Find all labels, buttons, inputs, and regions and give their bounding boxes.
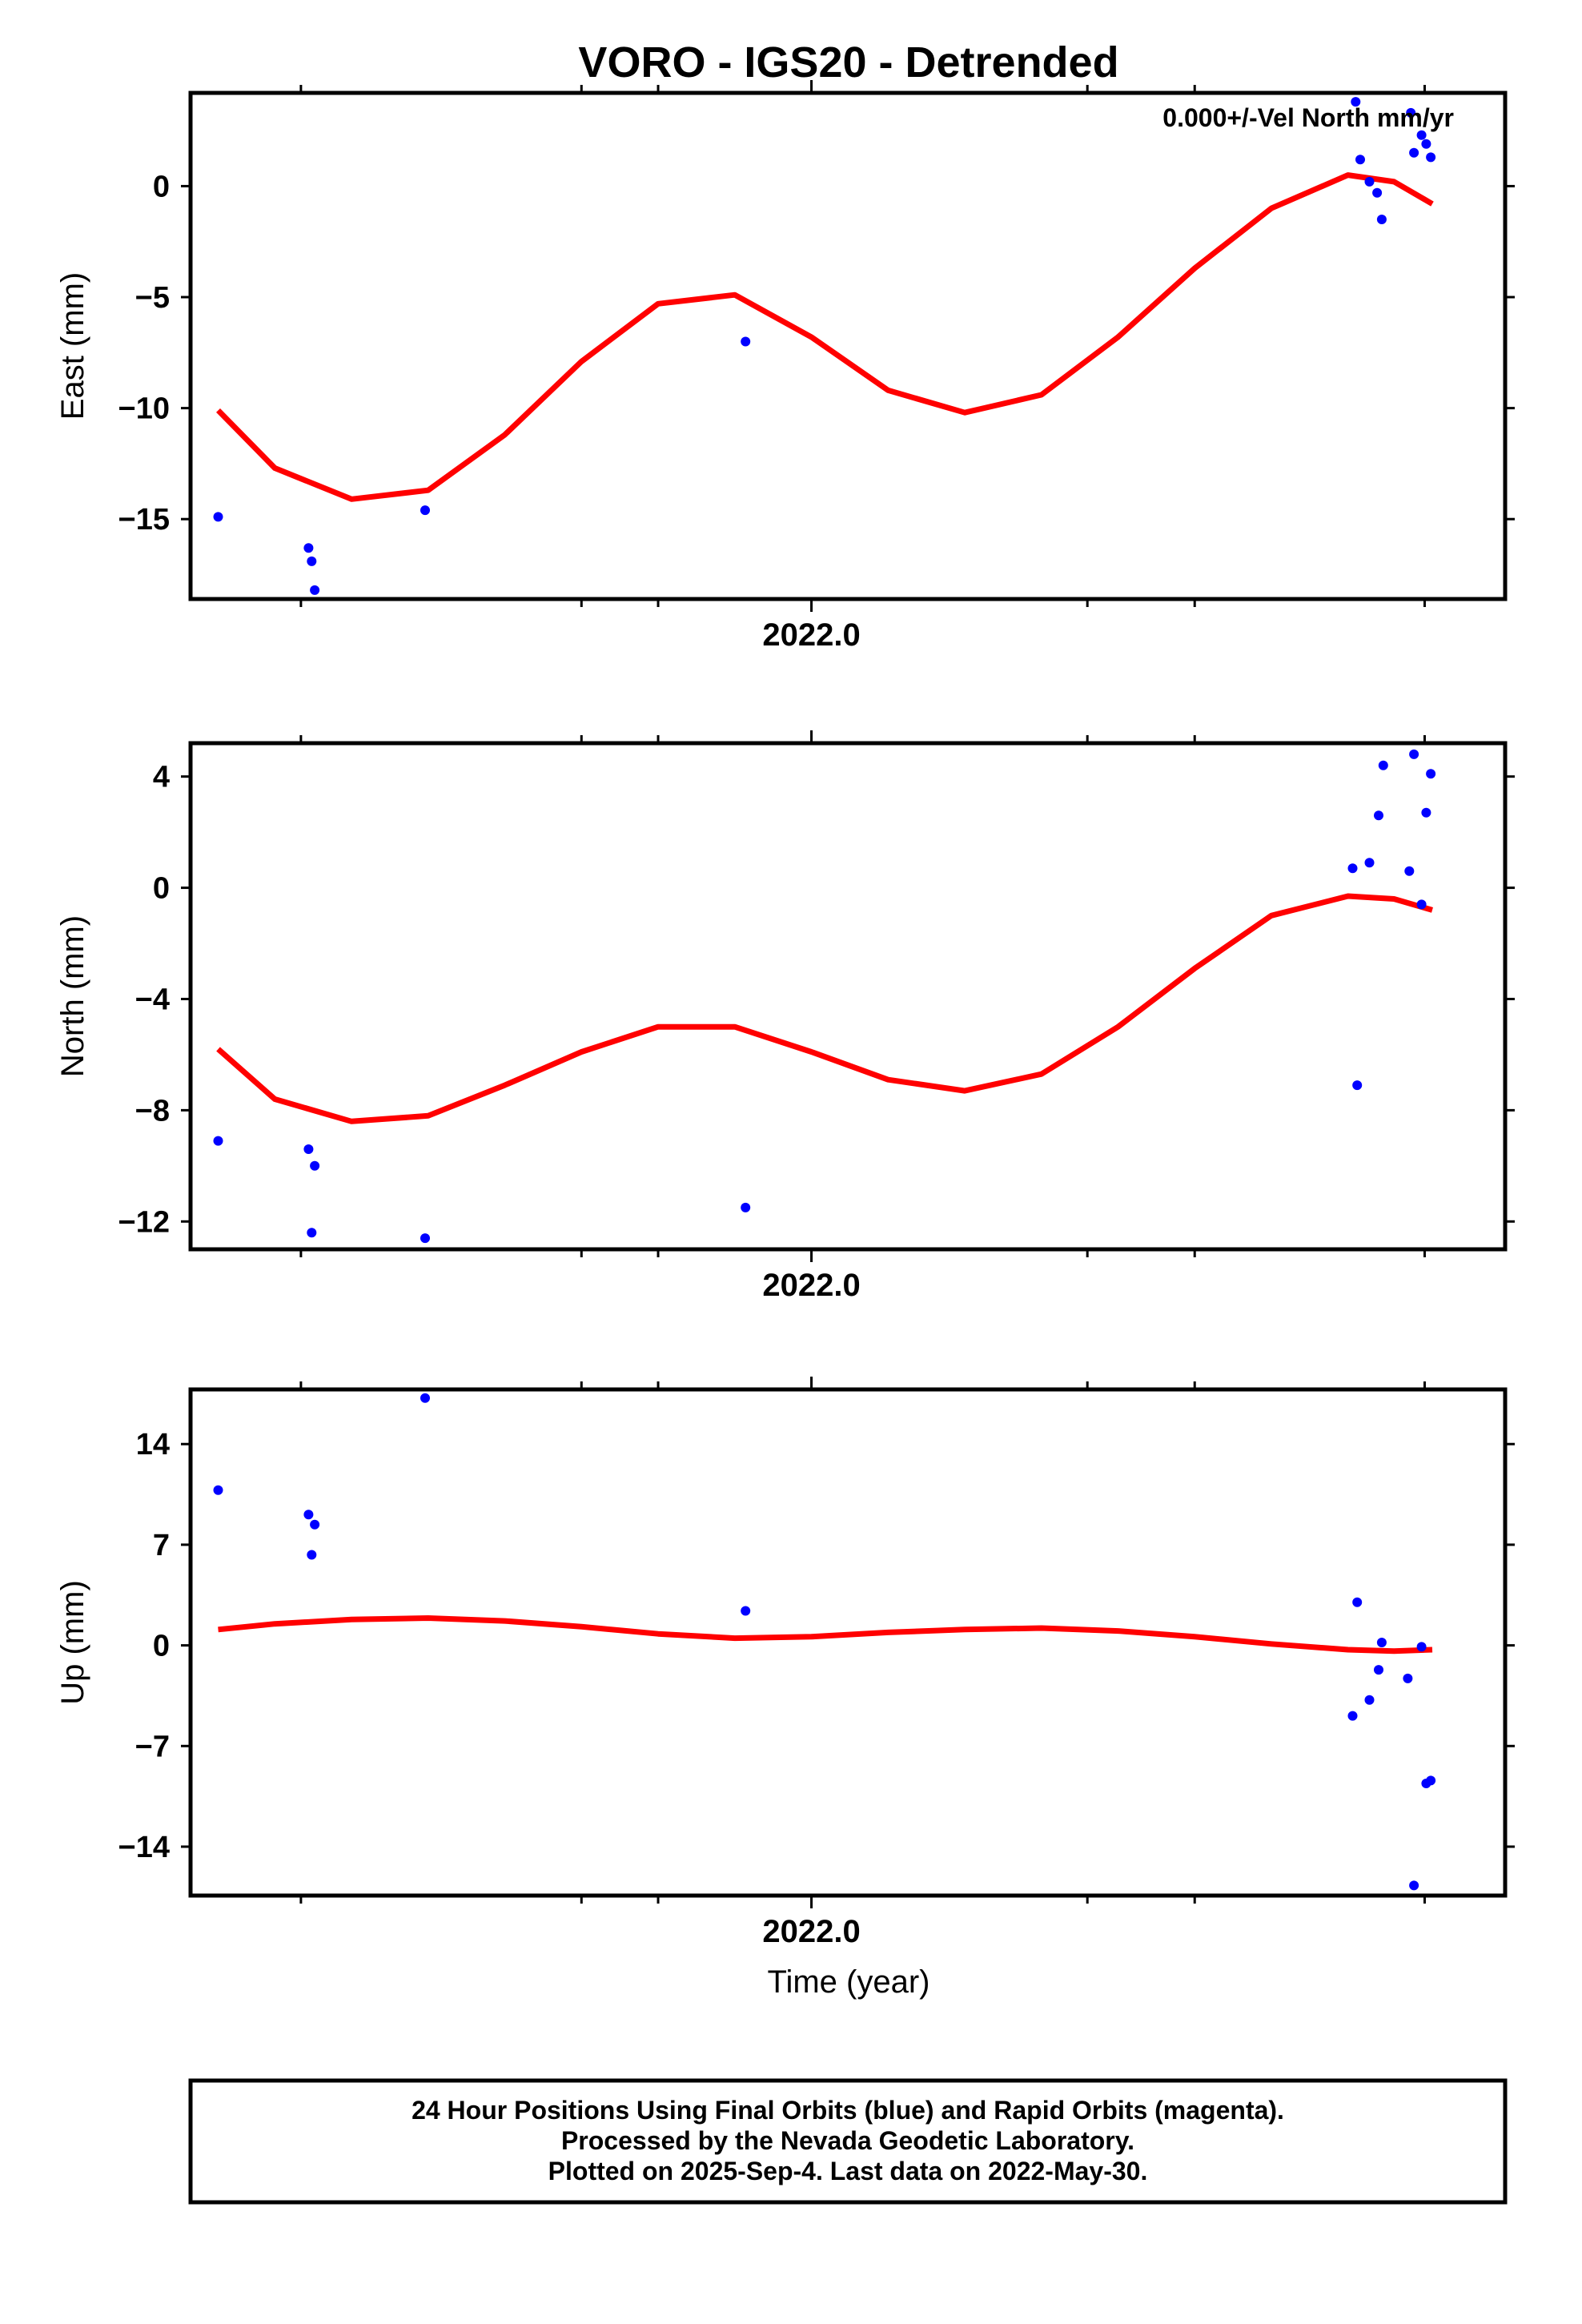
data-point [1416,1642,1427,1652]
data-point [307,1228,317,1238]
y-tick-label: 4 [153,761,170,794]
chart-title: VORO - IGS20 - Detrended [578,38,1118,86]
footer-line-2: Processed by the Nevada Geodetic Laborat… [561,2126,1134,2155]
data-point [1376,215,1387,224]
data-point [1347,1711,1358,1721]
panel-up: 14 7 0 −7 −14 2022.0 Up (mm) [55,1377,1515,1949]
y-tick-label: −8 [135,1094,170,1128]
panels: 0 −5 −10 −15 2022.0 East (mm) 0.000+/-Vel Nort… [55,80,1515,1949]
data-point [1351,97,1361,107]
data-point [303,1510,314,1520]
y-tick-label: 0 [153,872,170,906]
data-point [420,505,430,516]
data-point [1374,810,1383,821]
plot-frame-up [188,1387,1508,1898]
y-tick-label: −5 [135,281,170,315]
fit-curve-north [216,893,1433,1124]
data-point [1409,1880,1419,1891]
data-point [1421,807,1431,818]
data-point [1416,130,1427,140]
y-tick-label: −7 [135,1730,170,1763]
y-tick-label: −14 [118,1831,170,1864]
data-point [213,512,223,522]
y-axis-label: Up (mm) [55,1580,90,1705]
data-point [1352,1080,1363,1091]
data-point [1404,866,1415,876]
data-point [1364,858,1375,868]
data-point [1364,1695,1375,1705]
data-point [1376,1638,1387,1647]
data-point [1409,749,1419,759]
velocity-annotation: 0.000+/-Vel North mm/yr [1162,103,1454,132]
data-point [303,543,314,553]
data-point [1409,147,1419,158]
data-point [1421,139,1431,149]
panel-east: 0 −5 −10 −15 2022.0 East (mm) 0.000+/-Vel Nort… [55,80,1515,653]
x-tick-label: 2022.0 [762,1268,860,1303]
data-point [1426,769,1436,779]
data-point [1372,187,1383,198]
fit-curve-east [216,172,1434,502]
x-axis-label: Time (year) [768,1964,930,2000]
data-point [1364,176,1375,187]
data-point [213,1136,223,1146]
data-point [741,1606,751,1616]
y-tick-label: 14 [136,1428,170,1462]
x-tick-label: 2022.0 [762,617,860,653]
data-point [420,1233,430,1244]
data-point [303,1144,314,1154]
y-tick-label: 7 [153,1529,170,1562]
data-point [1352,1597,1363,1607]
data-point [741,336,751,347]
y-tick-label: −12 [118,1205,170,1239]
data-point [307,1550,317,1560]
data-point [310,1160,320,1171]
data-point [1378,760,1388,770]
data-point [213,1485,223,1495]
data-point [1426,152,1436,163]
footer-line-1: 24 Hour Positions Using Final Orbits (bl… [412,2096,1284,2125]
panel-north: 4 0 −4 −8 −12 2022.0 North (mm) [55,730,1515,1303]
x-tick-label: 2022.0 [762,1914,860,1949]
plot-frame-east [188,90,1508,601]
fit-curve-up [218,1615,1433,1655]
y-axis-label: East (mm) [55,272,90,420]
data-point [1347,863,1358,874]
data-point [1416,899,1427,910]
y-tick-label: −15 [118,503,170,537]
data-point [310,585,320,595]
data-point [1374,1665,1383,1675]
data-point [310,1519,320,1530]
y-axis-label: North (mm) [55,915,90,1077]
y-tick-label: −10 [118,392,170,426]
data-point [307,556,317,566]
y-tick-label: 0 [153,1630,170,1663]
y-tick-label: 0 [153,170,170,203]
data-point [1426,1775,1436,1786]
y-tick-label: −4 [135,983,170,1016]
data-point [1355,155,1365,165]
data-point [1406,107,1416,118]
data-point [420,1393,430,1403]
data-point [741,1202,751,1212]
footer-box [188,2078,1508,2205]
footer-line-3: Plotted on 2025-Sep-4. Last data on 2022… [548,2157,1148,2185]
data-point [1403,1673,1413,1683]
plot-frame-north [188,741,1508,1252]
